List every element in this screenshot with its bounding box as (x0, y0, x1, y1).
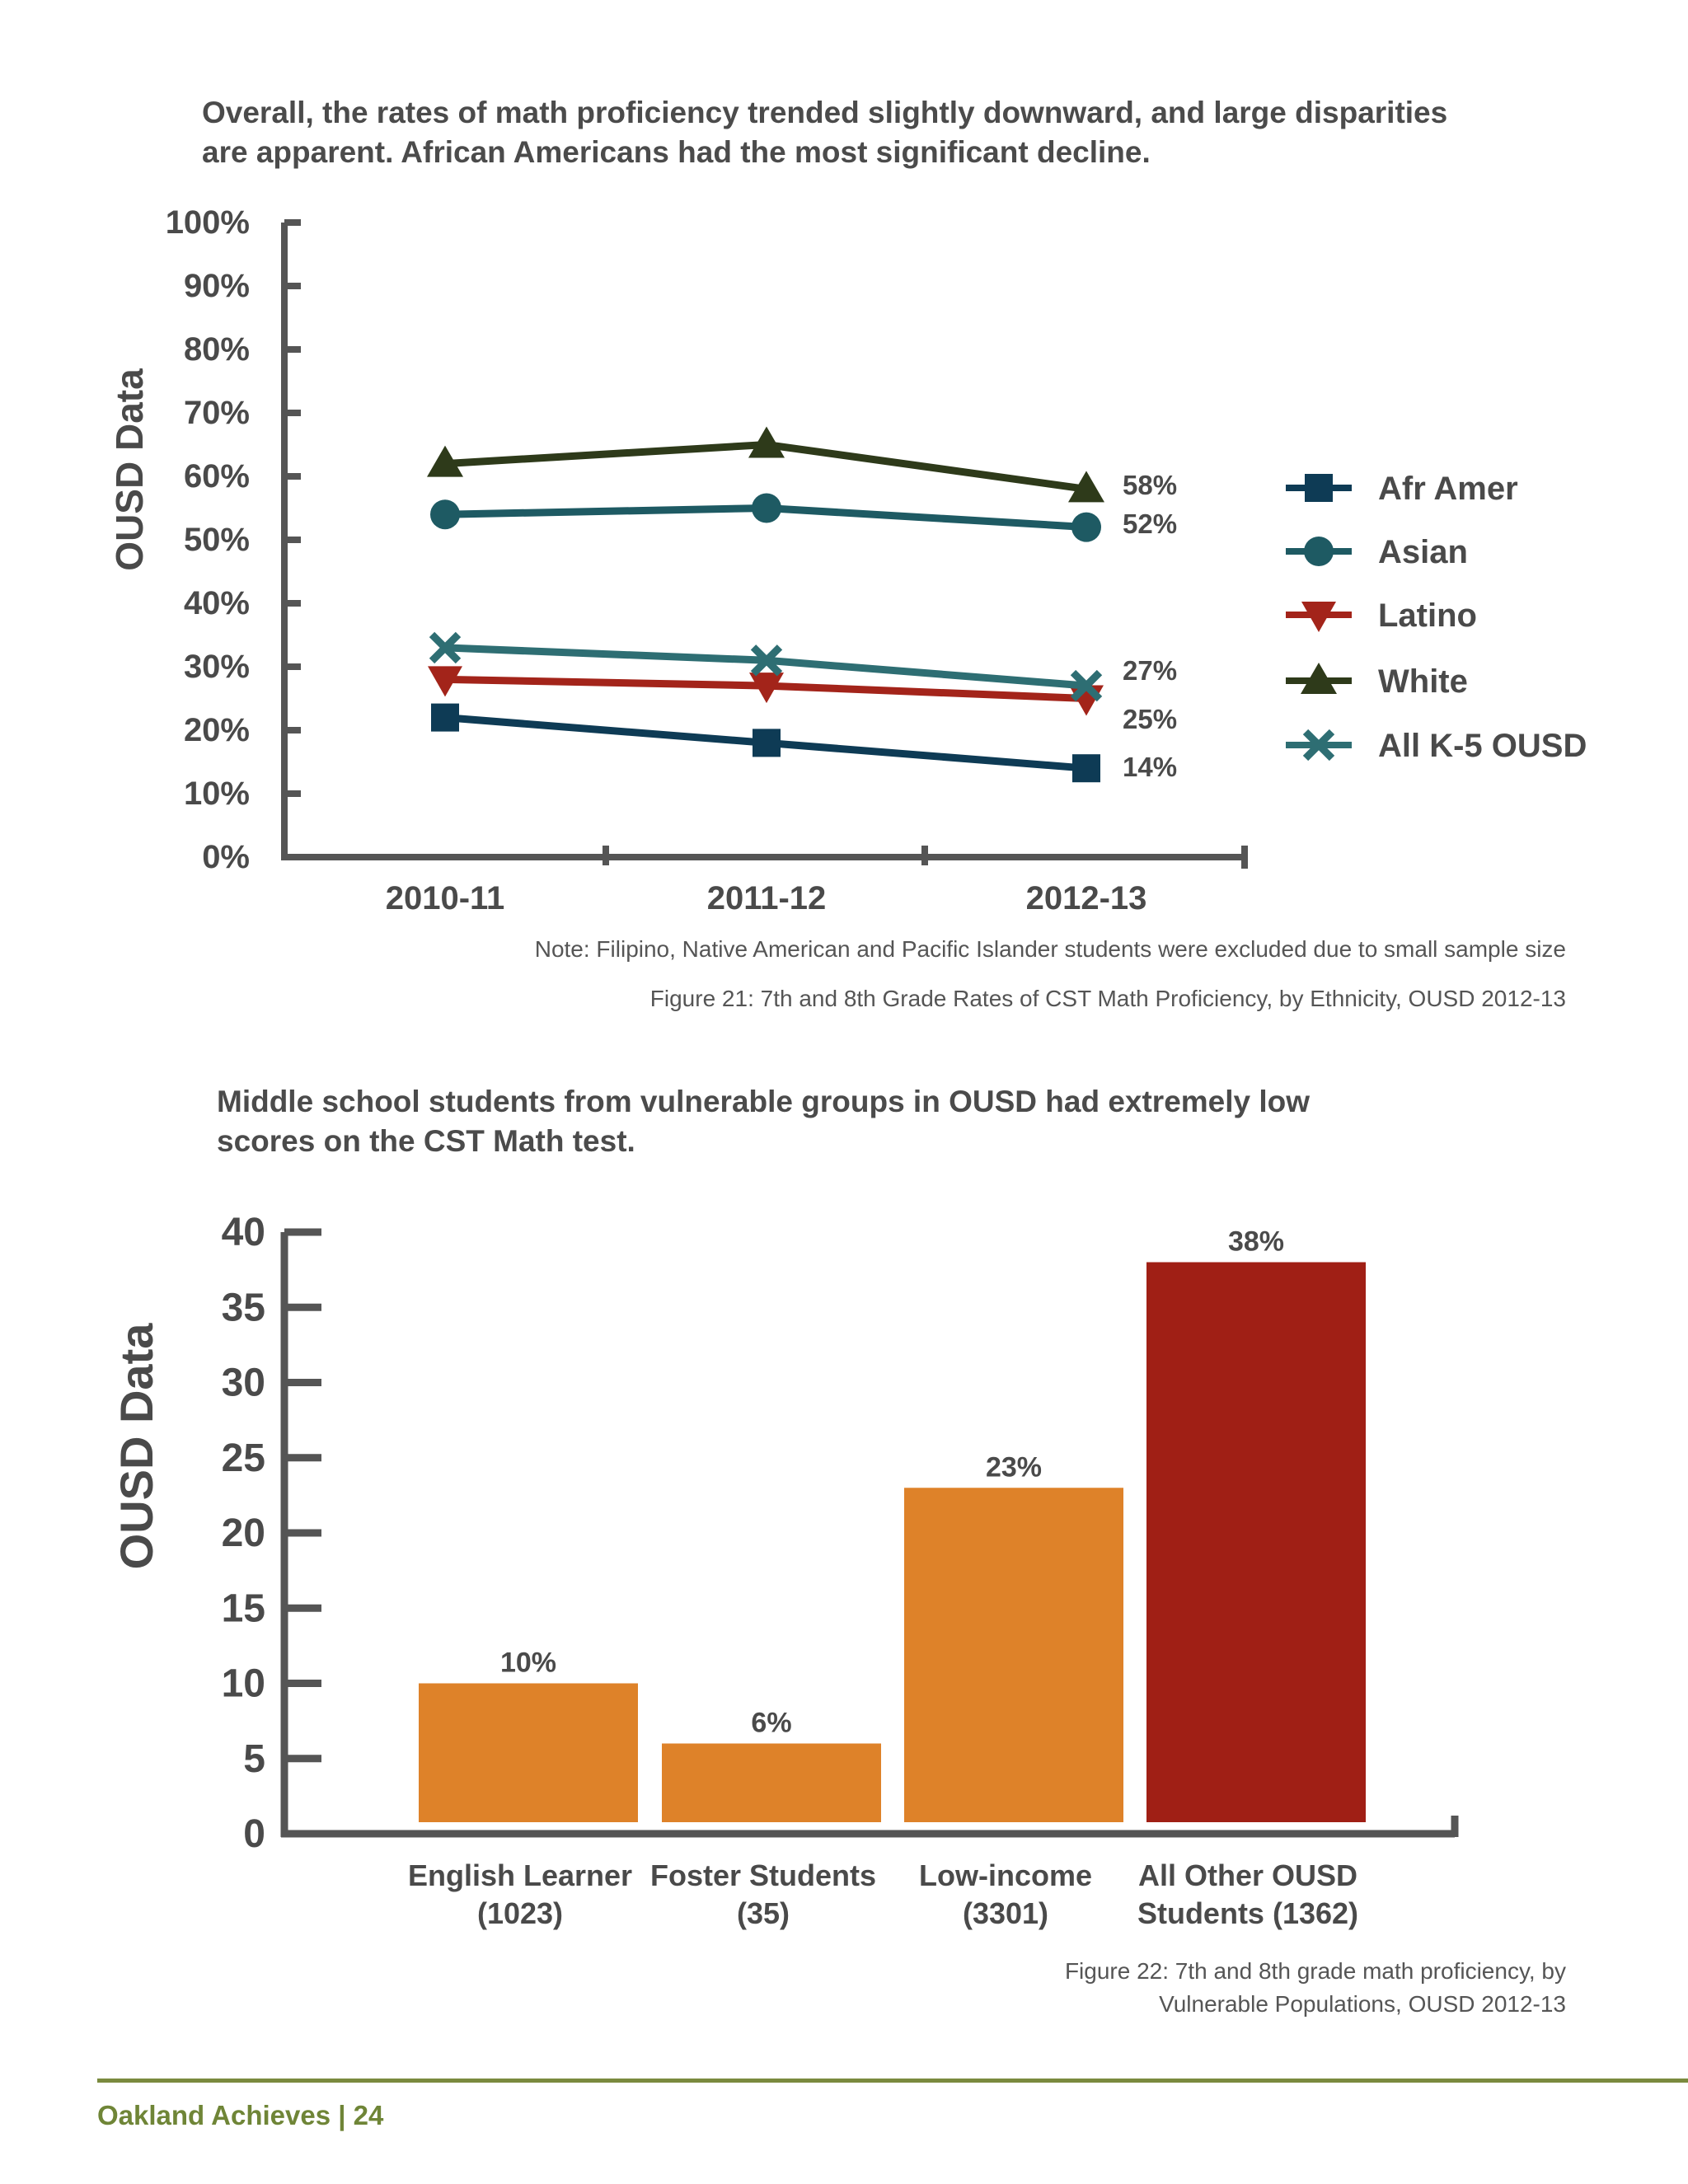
y-tick-label: 10% (184, 776, 250, 812)
figure2-headline-line1: Middle school students from vulnerable g… (217, 1085, 1311, 1118)
data-point (752, 493, 781, 523)
end-value-label: 27% (1123, 655, 1177, 686)
data-point (428, 666, 462, 697)
legend-item: Afr Amer (1286, 471, 1518, 507)
y-tick-label: 5 (243, 1737, 265, 1781)
legend-item: White (1286, 663, 1468, 700)
end-value-label: 25% (1123, 704, 1177, 734)
figure2-caption-line2: Vulnerable Populations, OUSD 2012-13 (1159, 1991, 1566, 2017)
y-axis-label: OUSD Data (108, 368, 151, 571)
figure2-caption-line1: Figure 22: 7th and 8th grade math profic… (1064, 1958, 1566, 1984)
x-tick-label: 2010-11 (386, 880, 505, 916)
bar-value-label: 6% (751, 1708, 791, 1739)
bar-value-label: 23% (986, 1451, 1042, 1483)
data-point (427, 445, 463, 477)
legend-label: White (1378, 663, 1468, 700)
data-point (1072, 754, 1100, 783)
x-category-label: All Other OUSD (1138, 1858, 1357, 1892)
y-tick-label: 25 (222, 1436, 265, 1480)
x-tick-label: 2011-12 (707, 880, 827, 916)
data-point (431, 703, 459, 732)
y-axis-label: OUSD Data (110, 1323, 162, 1570)
data-point (748, 426, 785, 458)
data-point (1071, 512, 1101, 542)
y-tick-label: 40 (222, 1211, 265, 1254)
y-tick-label: 40% (184, 585, 250, 621)
series-white (427, 426, 1104, 503)
y-tick-label: 90% (184, 268, 250, 304)
y-tick-label: 50% (184, 522, 250, 558)
legend-item: Latino (1286, 598, 1477, 634)
x-category-label: (3301) (963, 1896, 1048, 1930)
y-tick-label: 60% (184, 458, 250, 494)
y-tick-label: 30 (222, 1361, 265, 1405)
legend-marker (1302, 729, 1335, 762)
legend-item: All K-5 OUSD (1286, 728, 1587, 764)
end-value-label: 58% (1123, 470, 1177, 500)
y-tick-label: 80% (184, 331, 250, 368)
x-category-label: Students (1362) (1137, 1896, 1358, 1930)
y-tick-label: 20% (184, 712, 250, 748)
y-tick-label: 0% (202, 839, 250, 875)
bar (904, 1488, 1123, 1822)
x-category-label: Low-income (919, 1858, 1092, 1892)
data-point (753, 729, 781, 757)
footer-rule (97, 2079, 1688, 2083)
data-point (1070, 669, 1103, 702)
x-category-label: (1023) (477, 1896, 563, 1930)
legend-marker (1301, 602, 1336, 632)
legend-marker (1301, 663, 1337, 694)
figure1-headline-line2: are apparent. African Americans had the … (202, 135, 1151, 169)
bar-value-label: 10% (500, 1647, 556, 1679)
figure1-note: Note: Filipino, Native American and Paci… (534, 936, 1566, 962)
data-point (429, 631, 462, 664)
bar-chart: 0 5 10 15 20 25 30 35 40 OUSD Data 10% English Lear… (110, 1211, 1459, 1930)
series-asian (430, 493, 1101, 542)
legend-label: Asian (1378, 534, 1468, 570)
figure1-headline: Overall, the rates of math proficiency t… (202, 93, 1447, 172)
data-point (1068, 471, 1104, 503)
line-chart: 0% 10% 20% 30% 40% 50% 60% 70% 80% 90% 100% 2010-11… (108, 204, 1587, 916)
data-point (750, 644, 783, 677)
y-tick-label: 30% (184, 649, 250, 685)
bar (662, 1743, 881, 1822)
y-tick-label: 15 (222, 1586, 265, 1630)
data-point (749, 673, 784, 704)
y-tick-label: 0 (243, 1812, 265, 1856)
x-category-label: English Learner (408, 1858, 632, 1892)
legend-label: All K-5 OUSD (1378, 728, 1587, 764)
figure2-headline: Middle school students from vulnerable g… (217, 1082, 1310, 1161)
end-value-label: 52% (1123, 509, 1177, 539)
footer-text: Oakland Achieves | 24 (97, 2100, 384, 2130)
data-point (430, 499, 460, 530)
legend-marker (1304, 537, 1334, 566)
figure2-headline-line2: scores on the CST Math test. (217, 1124, 635, 1158)
figure1-caption: Figure 21: 7th and 8th Grade Rates of CS… (649, 986, 1566, 1011)
legend-label: Latino (1378, 598, 1477, 634)
y-tick-label: 10 (222, 1662, 265, 1706)
y-tick-label: 20 (222, 1511, 265, 1555)
series-all-k-5-ousd (429, 631, 1103, 702)
legend-label: Afr Amer (1378, 471, 1518, 507)
figure2-caption: Figure 22: 7th and 8th grade math profic… (1065, 1955, 1566, 2021)
bar (419, 1683, 638, 1822)
y-tick-label: 35 (222, 1286, 265, 1329)
legend-marker (1305, 474, 1333, 502)
x-category-label: (35) (737, 1896, 790, 1930)
y-tick-label: 70% (184, 395, 250, 431)
y-tick-label: 100% (166, 204, 250, 241)
series-afr-amer (431, 703, 1100, 783)
legend-item: Asian (1286, 534, 1468, 570)
figure1-headline-line1: Overall, the rates of math proficiency t… (202, 96, 1448, 129)
end-value-label: 14% (1123, 752, 1177, 782)
bar (1146, 1262, 1366, 1822)
x-category-label: Foster Students (650, 1858, 876, 1892)
x-tick-label: 2012-13 (1026, 880, 1147, 916)
bar-value-label: 38% (1228, 1226, 1284, 1258)
